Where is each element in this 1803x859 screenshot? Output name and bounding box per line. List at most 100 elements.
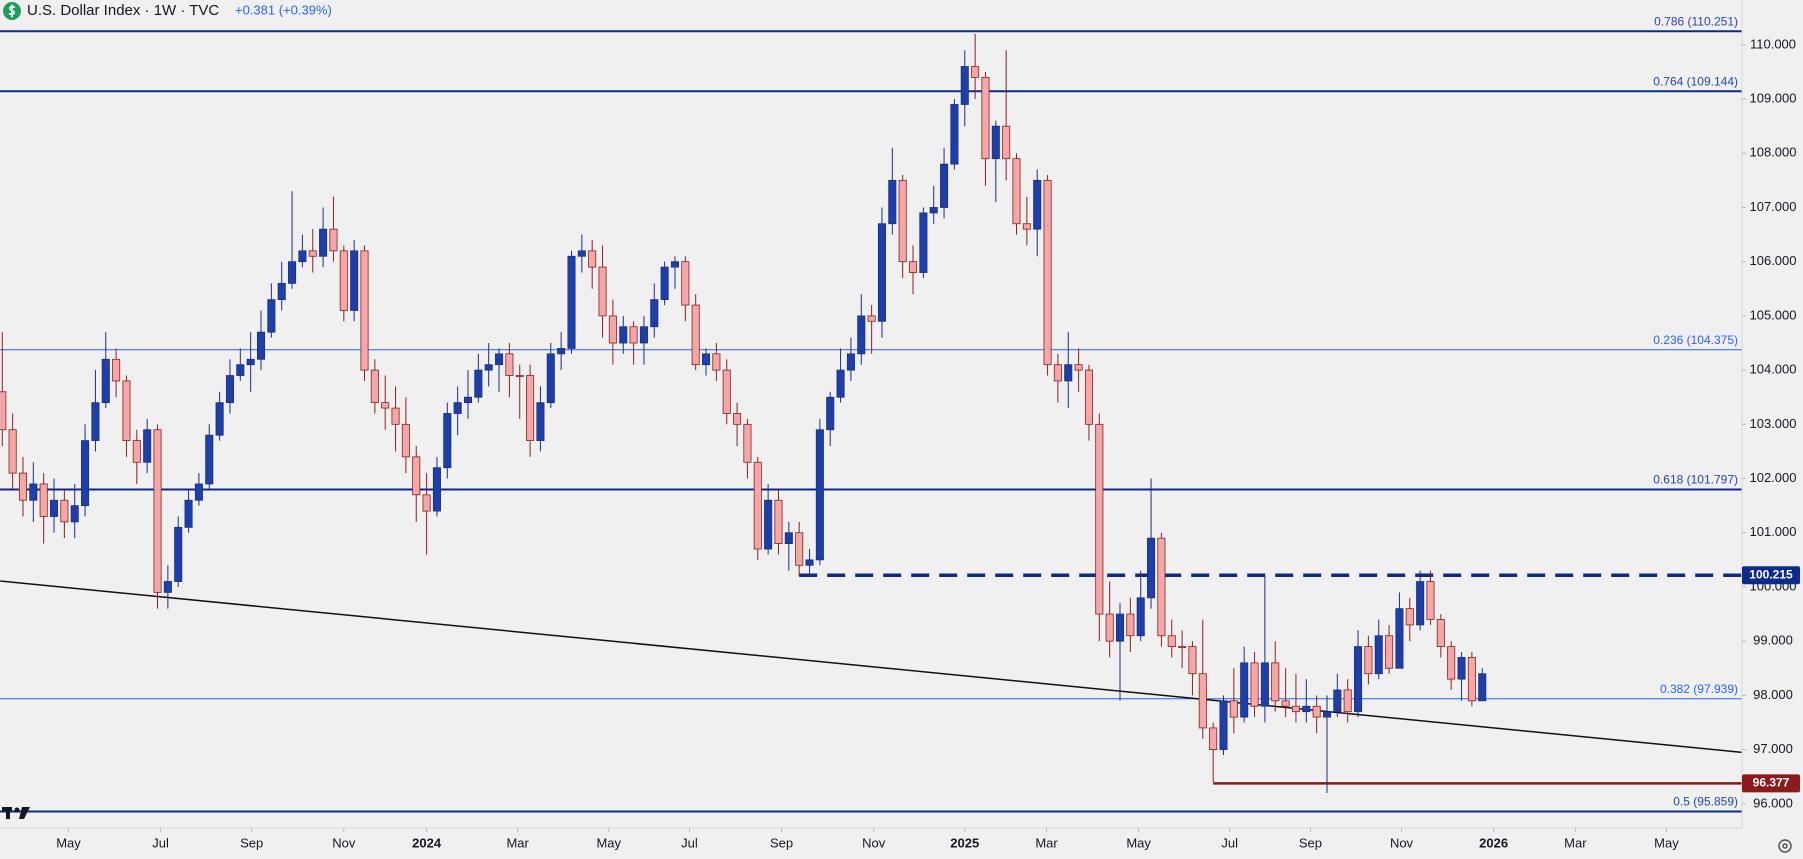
candle-body — [1260, 662, 1269, 707]
candle-body — [1115, 613, 1125, 642]
candle-body — [1147, 537, 1156, 599]
candle-body — [1478, 673, 1487, 702]
x-tick-label: Sep — [1299, 835, 1322, 850]
candle-body — [112, 358, 121, 382]
y-tick-label: 103.000 — [1750, 416, 1797, 431]
candle-body — [1012, 158, 1021, 225]
price-box-label: 96.377 — [1753, 776, 1790, 790]
fib-label: 0.786 (110.251) — [1654, 14, 1738, 28]
candle-body — [288, 261, 297, 284]
candle-body — [981, 76, 990, 160]
settings-icon[interactable] — [1778, 839, 1792, 853]
candle-body — [1395, 608, 1404, 669]
candle-body — [1374, 635, 1383, 675]
candle-body — [526, 375, 535, 441]
fib-label: 0.5 (95.859) — [1673, 795, 1738, 809]
fib-label: 0.618 (101.797) — [1653, 473, 1738, 487]
candle-body — [1074, 364, 1083, 371]
candle-body — [153, 429, 162, 593]
candle-body — [784, 532, 793, 544]
y-tick-label: 104.000 — [1750, 362, 1797, 377]
candle-body — [401, 423, 410, 458]
candle-body — [536, 402, 545, 441]
candle-body — [908, 261, 918, 273]
candle-body — [432, 467, 441, 512]
candle-body — [1209, 727, 1218, 751]
candle-body — [836, 369, 845, 398]
x-tick-label: 2026 — [1479, 835, 1508, 850]
candle-body — [1095, 423, 1104, 615]
candle-body — [1084, 369, 1093, 425]
candle-body — [1405, 608, 1414, 626]
candle-body — [546, 353, 555, 404]
candle-body — [598, 266, 607, 317]
candle-body — [1322, 711, 1332, 718]
candle-body — [463, 396, 473, 404]
candle-body — [143, 429, 152, 463]
candle-body — [412, 456, 421, 496]
chart-title[interactable]: U.S. Dollar Index · 1W · TVC — [27, 2, 219, 19]
candle-body — [391, 407, 400, 425]
x-tick-label: Mar — [1564, 835, 1587, 850]
candle-body — [1219, 700, 1228, 751]
candle-body — [991, 125, 1000, 160]
y-tick-label: 105.000 — [1750, 307, 1797, 322]
x-tick-label: May — [596, 835, 621, 850]
fib-label: 0.764 (109.144) — [1653, 74, 1738, 88]
candle-body — [246, 358, 255, 366]
candle-body — [453, 402, 462, 414]
tradingview-logo[interactable] — [2, 807, 30, 819]
candle-body — [857, 315, 866, 355]
candle-body — [815, 429, 824, 561]
candle-body — [50, 499, 59, 517]
x-tick-label: Nov — [1390, 835, 1414, 850]
candle-body — [826, 396, 835, 431]
candle-body — [215, 402, 224, 436]
candle-body — [1167, 635, 1176, 648]
x-tick-label: Sep — [770, 835, 793, 850]
candle-body — [370, 369, 379, 404]
x-tick-label: Jul — [152, 835, 169, 850]
x-tick-label: May — [56, 835, 81, 850]
candle-body — [1291, 705, 1300, 713]
candle-body — [1022, 223, 1031, 230]
x-tick-label: Nov — [332, 835, 356, 850]
candle-body — [1436, 619, 1445, 648]
candle-body — [505, 353, 514, 376]
x-tick-label: 2024 — [412, 835, 442, 850]
candle-body — [184, 499, 193, 528]
candle-body — [205, 434, 214, 485]
candle-body — [639, 326, 648, 344]
candle-body — [8, 429, 17, 474]
candle-body — [1240, 662, 1249, 718]
candle-body — [929, 207, 938, 214]
candle-body — [877, 223, 886, 322]
candle-body — [867, 315, 876, 322]
candle-body — [0, 391, 7, 431]
y-tick-label: 107.000 — [1750, 199, 1797, 214]
candle-body — [474, 369, 483, 398]
x-tick-label: 2025 — [950, 835, 979, 850]
candle-body — [1447, 646, 1456, 680]
candle-body — [194, 483, 203, 501]
candle-body — [1043, 179, 1052, 366]
candle-body — [1198, 673, 1207, 729]
candle-body — [236, 364, 245, 376]
candle-body — [339, 250, 348, 311]
candle-body — [743, 423, 752, 463]
candle-body — [484, 364, 493, 371]
x-tick-label: Mar — [1035, 835, 1058, 850]
candle-body — [443, 413, 452, 469]
y-tick-label: 99.000 — [1753, 633, 1793, 648]
candle-body — [629, 326, 638, 344]
candle-body — [588, 250, 597, 268]
candle-body — [515, 375, 524, 377]
candle-body — [329, 228, 338, 252]
fib-label: 0.236 (104.375) — [1653, 333, 1738, 347]
candle-body — [691, 304, 700, 366]
candle-body — [846, 353, 855, 371]
candle-body — [60, 499, 69, 523]
price-box — [1742, 566, 1800, 585]
candle-body — [70, 505, 79, 523]
